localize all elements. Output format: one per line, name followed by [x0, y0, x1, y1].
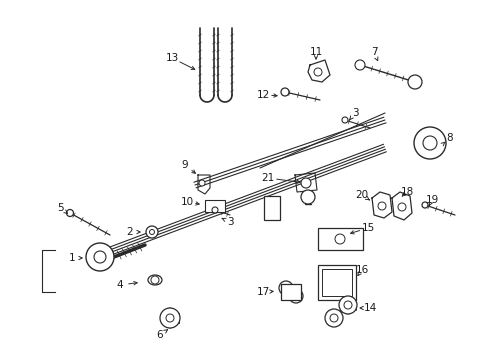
- Bar: [281, 284, 301, 300]
- Text: 11: 11: [309, 47, 322, 57]
- Text: 12: 12: [256, 90, 269, 100]
- Text: 7: 7: [370, 47, 377, 57]
- Circle shape: [301, 190, 314, 204]
- Circle shape: [165, 314, 174, 322]
- Bar: [317, 265, 355, 300]
- Text: 5: 5: [57, 203, 63, 213]
- Text: 2: 2: [126, 227, 133, 237]
- Text: 14: 14: [363, 303, 376, 313]
- Text: 3: 3: [226, 217, 233, 227]
- Text: 6: 6: [156, 330, 163, 340]
- Text: 10: 10: [180, 197, 193, 207]
- Bar: [321, 269, 351, 296]
- Circle shape: [341, 117, 347, 123]
- Text: 4: 4: [117, 280, 123, 290]
- Circle shape: [325, 309, 342, 327]
- Circle shape: [413, 127, 445, 159]
- Bar: [317, 228, 362, 250]
- Text: 8: 8: [446, 133, 452, 143]
- Circle shape: [288, 289, 303, 303]
- Text: 16: 16: [355, 265, 368, 275]
- Circle shape: [422, 136, 436, 150]
- Circle shape: [199, 180, 204, 186]
- Text: 9: 9: [182, 160, 188, 170]
- Circle shape: [377, 202, 385, 210]
- Circle shape: [354, 60, 364, 70]
- Circle shape: [281, 88, 288, 96]
- Text: 3: 3: [351, 108, 358, 118]
- Circle shape: [94, 251, 106, 263]
- Circle shape: [292, 293, 298, 299]
- Circle shape: [212, 207, 218, 213]
- Text: 19: 19: [425, 195, 438, 205]
- Circle shape: [334, 234, 345, 244]
- Circle shape: [151, 276, 159, 284]
- Circle shape: [149, 230, 154, 234]
- Circle shape: [301, 178, 310, 188]
- Circle shape: [283, 285, 288, 291]
- Circle shape: [343, 301, 351, 309]
- Text: 20: 20: [355, 190, 368, 200]
- Bar: [264, 196, 280, 220]
- Circle shape: [66, 210, 73, 216]
- Circle shape: [421, 202, 427, 208]
- Circle shape: [146, 226, 158, 238]
- Circle shape: [338, 296, 356, 314]
- Circle shape: [397, 203, 405, 211]
- Bar: [204, 200, 224, 212]
- Circle shape: [407, 75, 421, 89]
- Circle shape: [329, 314, 337, 322]
- Text: 13: 13: [165, 53, 178, 63]
- Text: 18: 18: [400, 187, 413, 197]
- Ellipse shape: [148, 275, 162, 285]
- Circle shape: [313, 68, 321, 76]
- Circle shape: [86, 243, 114, 271]
- Text: 21: 21: [261, 173, 274, 183]
- Circle shape: [279, 281, 292, 295]
- Circle shape: [160, 308, 180, 328]
- Text: 15: 15: [361, 223, 374, 233]
- Text: 17: 17: [256, 287, 269, 297]
- Text: 1: 1: [68, 253, 75, 263]
